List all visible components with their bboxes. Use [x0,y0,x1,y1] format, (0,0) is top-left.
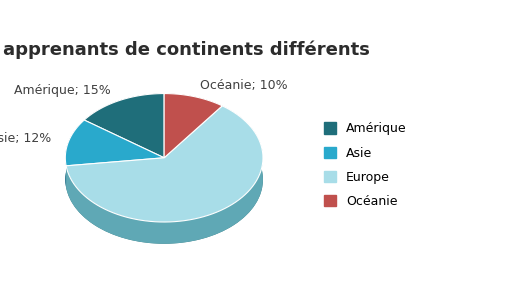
Polygon shape [84,94,164,158]
Ellipse shape [65,115,263,244]
Title: Des apprenants de continents différents: Des apprenants de continents différents [0,40,369,59]
Polygon shape [84,94,164,142]
Polygon shape [164,94,222,158]
Polygon shape [164,94,222,127]
Text: Océanie; 10%: Océanie; 10% [200,79,287,92]
Text: Europe; 63%: Europe; 63% [152,182,231,195]
Polygon shape [65,120,164,166]
Polygon shape [65,120,84,188]
Polygon shape [66,106,263,222]
Legend: Amérique, Asie, Europe, Océanie: Amérique, Asie, Europe, Océanie [318,117,411,213]
Text: Amérique; 15%: Amérique; 15% [14,84,111,97]
Text: Asie; 12%: Asie; 12% [0,133,51,146]
Polygon shape [66,106,263,244]
